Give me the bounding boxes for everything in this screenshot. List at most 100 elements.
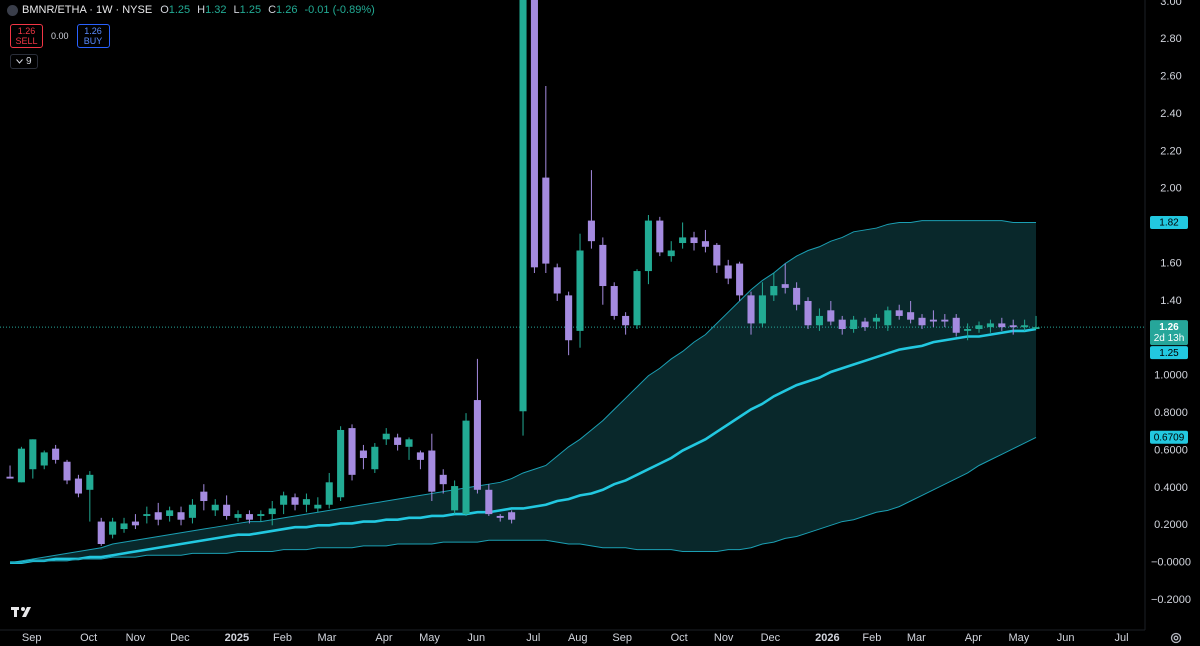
candle-body	[131, 521, 139, 526]
candle-body	[211, 504, 219, 511]
candle-body	[177, 512, 185, 520]
symbol[interactable]: BMNR/ETHA · 1W · NYSE	[22, 4, 153, 16]
price-label-badge	[1150, 346, 1188, 360]
candle-body	[1009, 325, 1017, 328]
candle-body	[610, 286, 618, 316]
x-tick-label: Mar	[907, 632, 926, 644]
y-tick-label: 0.8000	[1154, 407, 1188, 419]
symbol-logo	[7, 4, 18, 16]
x-tick-label: Apr	[375, 632, 392, 644]
candle-body	[701, 241, 709, 247]
y-tick-label: 2.00	[1160, 183, 1181, 195]
price-label: 1.25	[1159, 348, 1179, 359]
ohlc-key: H	[197, 4, 206, 16]
ohlc-0: O1.25	[160, 4, 193, 16]
candle-body	[348, 428, 356, 475]
ohlc-value: 1.32	[205, 4, 227, 16]
candle-body	[40, 452, 48, 466]
ohlc-1: H1.32	[197, 4, 229, 16]
candle-body	[793, 287, 801, 305]
candle-body	[724, 265, 732, 279]
candle-body	[587, 220, 595, 242]
candle-body	[656, 220, 664, 253]
candle-body	[473, 400, 481, 490]
candle-body	[394, 437, 402, 445]
sell-label: SELL	[15, 36, 38, 46]
y-tick-label: 1.40	[1160, 295, 1181, 307]
candle-body	[998, 323, 1006, 328]
candle-body	[1021, 325, 1029, 328]
ohlc-key: O	[160, 4, 169, 16]
candle-body	[109, 521, 117, 535]
y-tick-label: 3.00	[1160, 0, 1181, 8]
candle-body	[17, 448, 25, 483]
buy-button[interactable]: 1.26 BUY	[76, 24, 110, 48]
candle-body	[154, 512, 162, 520]
candle-body	[245, 514, 253, 520]
candle-body	[337, 429, 345, 498]
plot-area	[0, 0, 1145, 564]
candle-body	[405, 439, 413, 447]
candle-body	[508, 512, 516, 520]
x-tick-label: Nov	[126, 632, 146, 644]
candle-body	[622, 315, 630, 326]
x-tick-label: 2025	[225, 632, 249, 644]
candle-body	[667, 250, 675, 257]
candle-body	[268, 508, 276, 515]
candle-body	[895, 310, 903, 316]
x-tick-label: Aug	[568, 632, 588, 644]
tradingview-logo	[11, 607, 31, 617]
x-tick-label: Jul	[526, 632, 540, 644]
price-label: 0.6709	[1154, 432, 1185, 443]
candle-body	[451, 486, 459, 511]
candle-body	[907, 312, 915, 320]
sell-button[interactable]: 1.26 SELL	[10, 24, 43, 48]
candle-body	[542, 177, 550, 264]
settings-button[interactable]	[1170, 632, 1182, 644]
candle-body	[29, 439, 37, 470]
candle-body	[143, 514, 151, 516]
y-tick-label: 1.0000	[1154, 370, 1188, 382]
y-tick-label: 2.20	[1160, 145, 1181, 157]
candle-body	[359, 450, 367, 459]
candle-body	[382, 433, 390, 440]
candle-body	[781, 284, 789, 288]
x-tick-label: Sep	[612, 632, 632, 644]
candle-body	[86, 474, 94, 490]
candle-body	[633, 271, 641, 326]
y-tick-label: 1.60	[1160, 257, 1181, 269]
price-change: -0.01 (-0.89%)	[304, 4, 375, 16]
candle-body	[200, 491, 208, 502]
candle-body	[223, 504, 231, 516]
price-label: 1.82	[1159, 218, 1179, 229]
candle-body	[519, 0, 527, 412]
price-label-badge	[1150, 215, 1188, 229]
band-line	[9, 220, 1037, 564]
candle-body	[872, 317, 880, 322]
candle-body	[861, 321, 869, 328]
x-tick-label: Jul	[1114, 632, 1128, 644]
band-line	[10, 436, 1037, 564]
price-label-badge	[1150, 430, 1188, 444]
last-price-label: 1.26	[1159, 322, 1179, 333]
candle-body	[690, 237, 698, 244]
x-tick-label: Jun	[1057, 632, 1075, 644]
trade-panel: 1.26 SELL 0.00 1.26 BUY	[10, 24, 110, 48]
y-tick-label: 2.80	[1160, 33, 1181, 45]
y-tick-label: −0.0000	[1151, 557, 1191, 569]
candle-body	[941, 319, 949, 322]
x-tick-label: Mar	[317, 632, 336, 644]
x-tick-label: Apr	[965, 632, 982, 644]
indicators-toggle[interactable]: 9	[10, 54, 38, 69]
x-tick-label: May	[1009, 632, 1030, 644]
sell-price: 1.26	[17, 26, 36, 36]
x-tick-label: Feb	[273, 632, 292, 644]
candle-body	[599, 244, 607, 287]
candle-body	[713, 244, 721, 266]
candle-body	[314, 504, 322, 509]
candle-body	[6, 476, 14, 479]
ohlc-3: C1.26	[268, 4, 300, 16]
candle-body	[770, 286, 778, 296]
candle-body	[815, 315, 823, 326]
